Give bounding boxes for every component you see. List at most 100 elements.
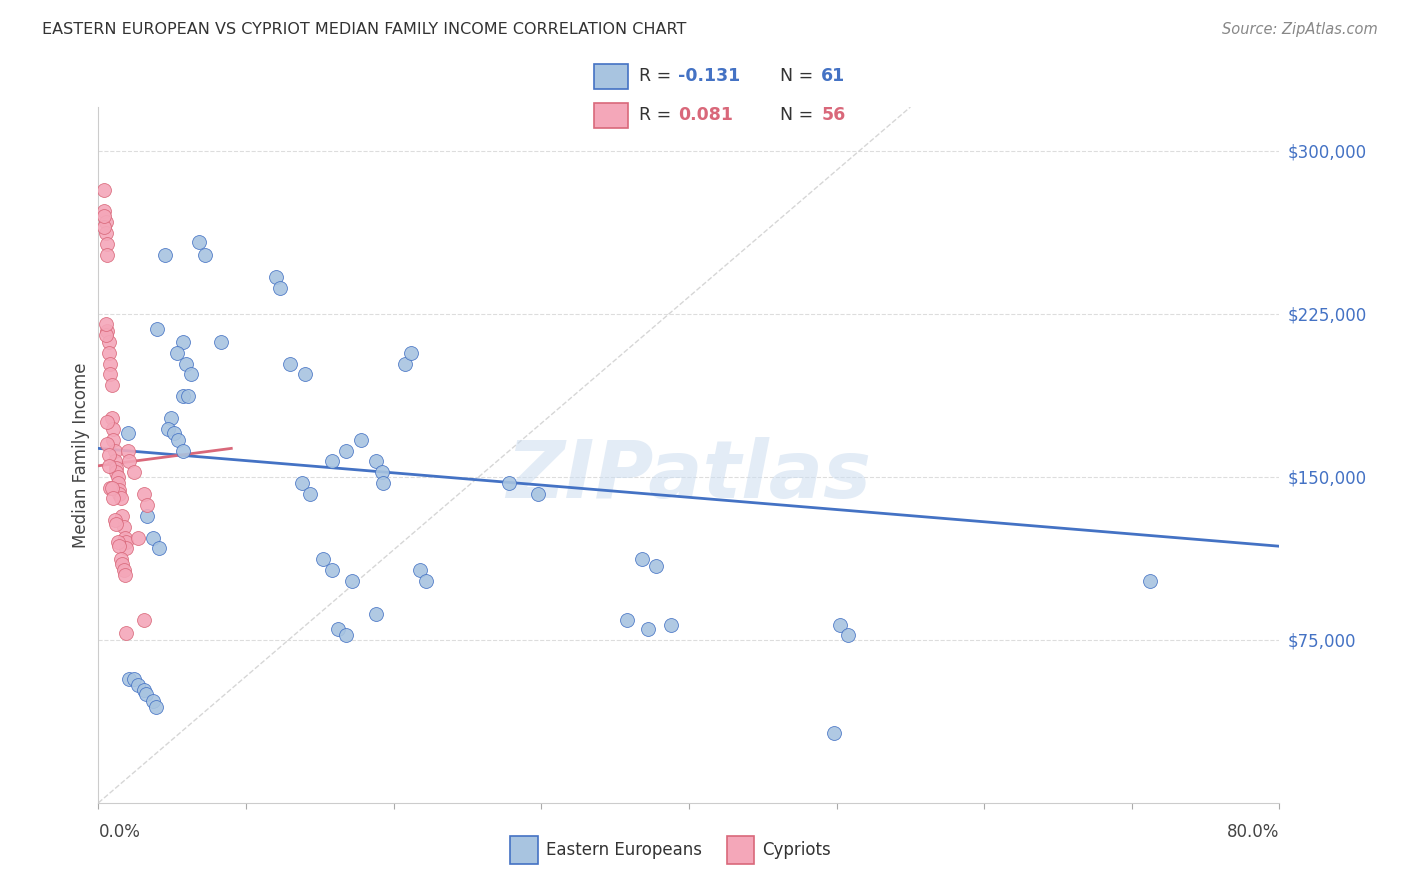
Point	[415, 574, 437, 588]
Point	[321, 454, 343, 468]
Point	[1139, 574, 1161, 588]
Point	[108, 487, 131, 501]
Point	[136, 498, 159, 512]
Text: 0.0%: 0.0%	[98, 822, 141, 840]
Point	[117, 426, 139, 441]
Point	[153, 248, 176, 262]
Point	[136, 508, 159, 523]
Point	[312, 552, 335, 566]
Point	[371, 466, 394, 480]
Point	[105, 517, 128, 532]
Point	[100, 481, 122, 495]
Point	[321, 563, 343, 577]
Point	[96, 437, 118, 451]
Point	[111, 557, 134, 571]
Point	[264, 269, 287, 284]
Text: 0.081: 0.081	[678, 106, 733, 124]
Point	[100, 378, 122, 392]
Point	[94, 215, 117, 229]
Point	[291, 476, 314, 491]
Text: EASTERN EUROPEAN VS CYPRIOT MEDIAN FAMILY INCOME CORRELATION CHART: EASTERN EUROPEAN VS CYPRIOT MEDIAN FAMIL…	[42, 22, 686, 37]
Point	[96, 415, 118, 429]
Point	[105, 466, 128, 480]
Point	[104, 513, 127, 527]
Text: 56: 56	[821, 106, 845, 124]
Point	[172, 334, 194, 349]
Point	[209, 334, 232, 349]
Text: Eastern Europeans: Eastern Europeans	[546, 840, 702, 859]
Point	[364, 607, 387, 621]
Point	[630, 552, 652, 566]
Point	[294, 368, 316, 382]
Point	[401, 345, 423, 359]
Point	[122, 466, 145, 480]
Point	[145, 700, 167, 714]
Point	[108, 483, 131, 497]
Point	[111, 508, 134, 523]
Point	[107, 476, 129, 491]
Text: R =: R =	[638, 67, 676, 85]
Point	[114, 531, 136, 545]
Point	[269, 280, 291, 294]
Point	[98, 481, 121, 495]
Point	[174, 357, 197, 371]
Point	[105, 461, 128, 475]
Point	[117, 443, 139, 458]
Point	[96, 324, 118, 338]
Text: 61: 61	[821, 67, 845, 85]
Point	[97, 458, 120, 473]
Text: N =: N =	[780, 106, 818, 124]
Text: ZIPatlas: ZIPatlas	[506, 437, 872, 515]
Point	[135, 687, 157, 701]
Point	[100, 411, 122, 425]
Point	[115, 626, 138, 640]
Text: 80.0%: 80.0%	[1227, 822, 1279, 840]
Point	[194, 248, 217, 262]
Point	[364, 454, 387, 468]
Point	[127, 531, 149, 545]
Point	[104, 454, 127, 468]
Text: Source: ZipAtlas.com: Source: ZipAtlas.com	[1222, 22, 1378, 37]
Point	[94, 226, 117, 240]
Point	[278, 357, 302, 371]
Point	[373, 476, 395, 491]
Point	[180, 368, 202, 382]
Point	[97, 334, 120, 349]
Point	[409, 563, 432, 577]
Point	[527, 487, 550, 501]
Point	[172, 389, 194, 403]
Point	[108, 539, 131, 553]
Point	[96, 237, 118, 252]
FancyBboxPatch shape	[593, 63, 628, 89]
Point	[94, 318, 117, 332]
Point	[172, 443, 194, 458]
Text: N =: N =	[780, 67, 818, 85]
Y-axis label: Median Family Income: Median Family Income	[72, 362, 90, 548]
FancyBboxPatch shape	[593, 103, 628, 128]
Point	[93, 219, 115, 234]
Point	[350, 433, 373, 447]
Point	[118, 672, 141, 686]
Point	[122, 672, 145, 686]
Point	[837, 628, 859, 642]
Point	[103, 422, 125, 436]
Point	[98, 357, 121, 371]
Point	[166, 345, 188, 359]
Point	[156, 422, 179, 436]
Point	[659, 617, 682, 632]
Point	[94, 328, 117, 343]
Point	[97, 448, 120, 462]
FancyBboxPatch shape	[510, 836, 537, 863]
Point	[107, 535, 129, 549]
Point	[112, 519, 135, 533]
Point	[93, 209, 115, 223]
Point	[127, 678, 149, 692]
Point	[177, 389, 200, 403]
Point	[142, 693, 165, 707]
Point	[103, 433, 125, 447]
FancyBboxPatch shape	[727, 836, 754, 863]
Point	[98, 368, 121, 382]
Point	[134, 487, 156, 501]
Point	[97, 345, 120, 359]
Point	[115, 541, 138, 556]
